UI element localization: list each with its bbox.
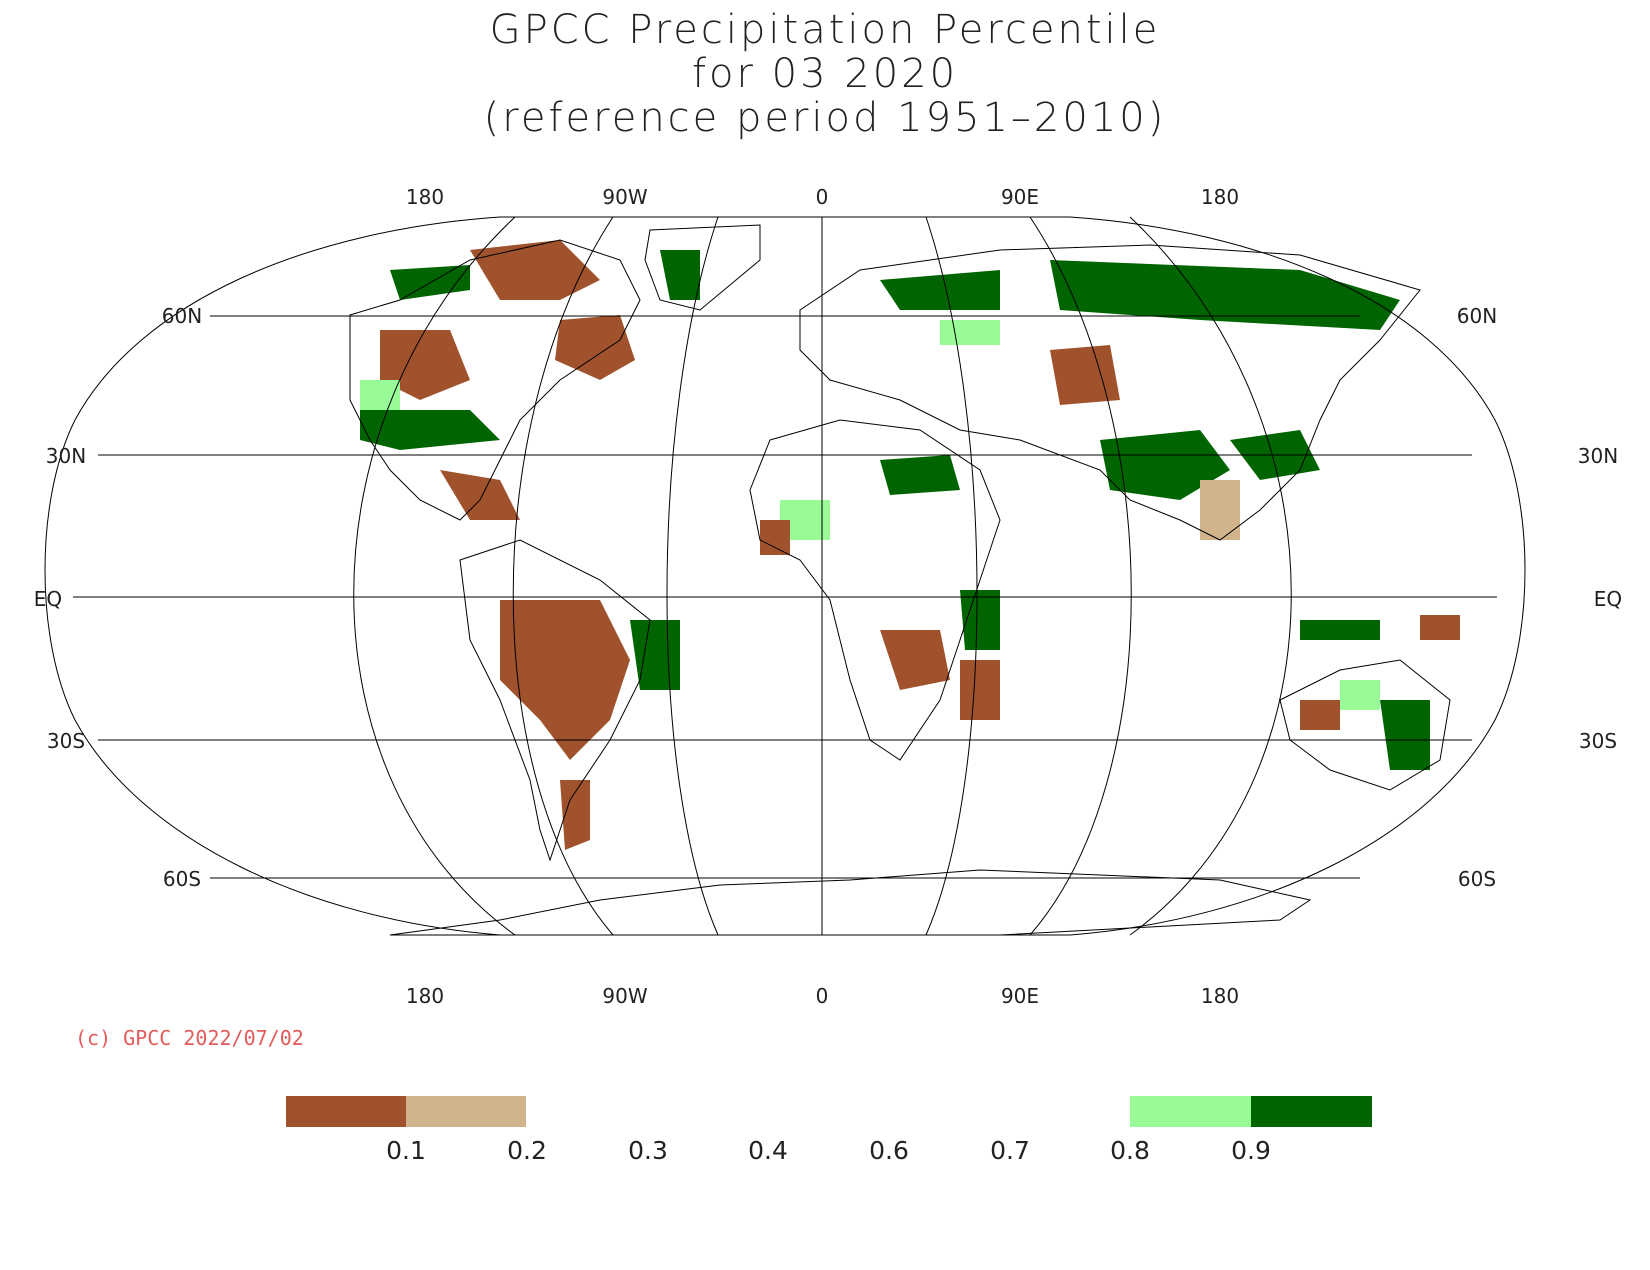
legend-tick-label: 0.1 [386, 1136, 426, 1165]
top-lon-label: 180 [406, 185, 444, 209]
right-lat-label: EQ [1594, 587, 1622, 611]
patch-east-asia-dry [1200, 480, 1240, 540]
legend-tick-label: 0.3 [628, 1136, 668, 1165]
top-lon-label: 180 [1201, 185, 1239, 209]
legend-tick-label: 0.7 [990, 1136, 1030, 1165]
coastlines [349, 224, 1451, 936]
patch-indonesia-wet [1300, 620, 1380, 640]
bottom-lon-label: 90W [602, 984, 647, 1008]
patch-africa-dry [880, 630, 950, 690]
top-longitude-labels: 180 90W 0 90E 180 [406, 185, 1239, 209]
meridian-45w [666, 216, 719, 936]
legend-tick-label: 0.9 [1231, 1136, 1271, 1165]
coast-greenland [644, 224, 761, 311]
bottom-lon-label: 180 [1201, 984, 1239, 1008]
top-lon-label: 90W [602, 185, 647, 209]
patch-sahel-wet [880, 455, 960, 495]
patch-australia-wet [1380, 700, 1430, 770]
legend-swatch-dry-weak [406, 1096, 526, 1127]
patch-europe-wet [880, 270, 1000, 310]
legend-tick-label: 0.4 [748, 1136, 788, 1165]
top-lon-label: 0 [816, 185, 829, 209]
patch-east-africa-dry [960, 660, 1000, 720]
coast-eurasia [799, 244, 1421, 541]
patch-south-asia-wet [1100, 430, 1230, 500]
patch-central-asia-dry [1050, 345, 1120, 405]
legend-tick-label: 0.8 [1110, 1136, 1150, 1165]
patch-australia-light [1340, 680, 1380, 710]
right-lat-label: 30S [1579, 729, 1617, 753]
coast-australia [1279, 659, 1451, 791]
bottom-lon-label: 90E [1001, 984, 1039, 1008]
right-latitude-labels: 60N 30N EQ 30S 60S [1457, 304, 1622, 891]
meridian-90e [1029, 216, 1132, 936]
map-title: GPCC Precipitation Percentile for 03 202… [0, 8, 1650, 140]
bottom-lon-label: 0 [816, 984, 829, 1008]
graticule [44, 216, 1526, 936]
title-line-3: (reference period 1951–2010) [483, 95, 1167, 141]
patch-canada-dry [555, 315, 635, 380]
right-lat-label: 60S [1458, 867, 1496, 891]
patch-east-africa-wet [960, 590, 1000, 650]
coast-africa [749, 419, 1001, 761]
title-line-1: GPCC Precipitation Percentile [489, 7, 1161, 53]
bottom-lon-label: 180 [406, 984, 444, 1008]
color-legend: 0.1 0.2 0.3 0.4 0.6 0.7 0.8 0.9 [0, 1096, 1650, 1186]
left-lat-label: 60N [162, 304, 202, 328]
meridian-135e [1129, 216, 1292, 936]
legend-swatch-wet-weak [1130, 1096, 1251, 1127]
patch-west-africa-light [780, 500, 830, 540]
patch-na-light-wet [360, 380, 400, 410]
left-lat-label: 30N [46, 444, 86, 468]
title-line-2: for 03 2020 [691, 51, 959, 97]
patch-eurasia-wet [1050, 260, 1400, 330]
coast-north-america [349, 239, 641, 521]
right-lat-label: 60N [1457, 304, 1497, 328]
legend-tick-label: 0.6 [869, 1136, 909, 1165]
patch-siberia-light [940, 320, 1000, 345]
patch-south-america-dry [500, 600, 630, 760]
top-lon-label: 90E [1001, 185, 1039, 209]
patch-west-africa-dry [760, 520, 790, 555]
precipitation-field [360, 240, 1460, 850]
right-lat-label: 30N [1578, 444, 1618, 468]
patch-north-america-dry [470, 240, 600, 300]
bottom-longitude-labels: 180 90W 0 90E 180 [406, 984, 1239, 1008]
left-lat-label: 30S [47, 729, 85, 753]
left-lat-label: 60S [163, 867, 201, 891]
legend-tick-label: 0.2 [507, 1136, 547, 1165]
patch-usa-dry [380, 330, 470, 400]
coast-antarctica [389, 869, 1312, 936]
patch-australia-dry [1300, 700, 1340, 730]
coast-south-america [459, 539, 651, 862]
meridian-45e [925, 216, 978, 936]
meridian-135w [353, 216, 516, 936]
map-outline [44, 216, 1526, 936]
left-lat-label: EQ [34, 587, 62, 611]
patch-new-guinea-dry [1420, 615, 1460, 640]
patch-brazil-wet [630, 620, 680, 690]
patch-patagonia-dry [560, 780, 590, 850]
legend-swatch-dry-strong [286, 1096, 406, 1127]
patch-greenland-wet [660, 250, 700, 300]
patch-usa-wet [360, 410, 500, 450]
patch-central-america-dry [440, 470, 520, 520]
copyright-notice: (c) GPCC 2022/07/02 [75, 1026, 304, 1050]
meridian-90w [512, 216, 614, 936]
left-latitude-labels: 60N 30N EQ 30S 60S [34, 304, 202, 891]
legend-swatch-wet-strong [1251, 1096, 1372, 1127]
